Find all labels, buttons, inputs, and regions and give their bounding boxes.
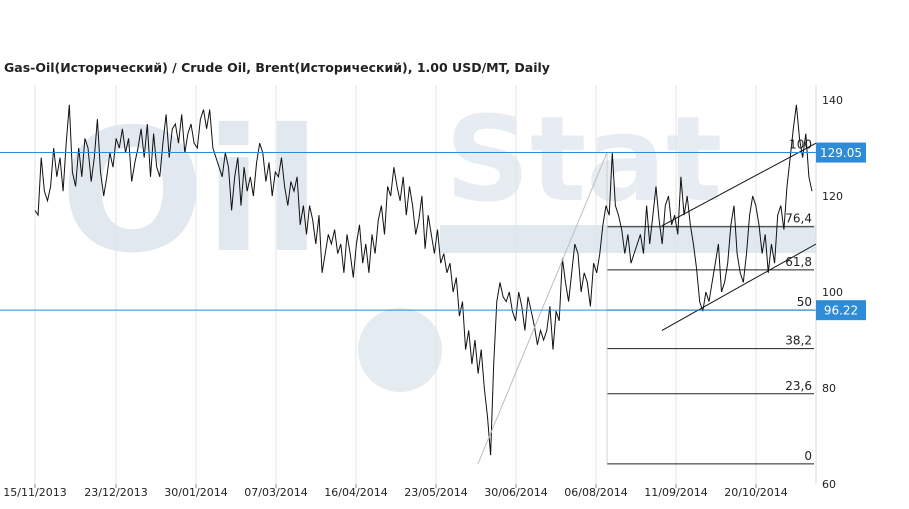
price-tag-1 xyxy=(816,300,866,321)
y-tick-label-1: 80 xyxy=(822,382,836,395)
x-axis: 15/11/2013 23/12/2013 30/01/2014 07/03/2014… xyxy=(3,484,788,499)
watermark-globe xyxy=(358,308,442,392)
fib-level-label-6: 0 xyxy=(804,449,812,463)
x-tick-label-8: 11/09/2014 xyxy=(644,486,707,499)
watermark-text-oil: Oil xyxy=(60,93,321,291)
price-series xyxy=(34,104,813,465)
x-tick-label-3: 07/03/2014 xyxy=(244,486,307,499)
price-tag-0 xyxy=(816,142,866,163)
fib-level-label-4: 38,2 xyxy=(785,334,812,348)
x-tick-label-2: 30/01/2014 xyxy=(164,486,227,499)
x-tick-label-1: 23/12/2013 xyxy=(84,486,147,499)
x-tick-label-7: 06/08/2014 xyxy=(564,486,627,499)
x-tick-label-9: 20/10/2014 xyxy=(724,486,787,499)
watermark: Oil Stat xyxy=(60,90,816,392)
y-tick-label-4: 140 xyxy=(822,94,843,107)
x-tick-label-6: 30/06/2014 xyxy=(484,486,547,499)
fib-level-label-2: 61,8 xyxy=(785,255,812,269)
y-axis: 60 80 100 120 140 xyxy=(822,94,843,491)
channel-lower-line xyxy=(661,243,817,331)
price-tag-label-0: 129.05 xyxy=(820,146,862,160)
fib-level-label-5: 23,6 xyxy=(785,379,812,393)
chart-title: Gas-Oil(Исторический) / Crude Oil, Brent… xyxy=(4,60,550,75)
watermark-text-stat: Stat xyxy=(445,90,722,228)
y-tick-label-2: 100 xyxy=(822,286,843,299)
x-tick-label-5: 23/05/2014 xyxy=(404,486,467,499)
fib-level-label-3: 50 xyxy=(797,295,812,309)
horizontal-levels: 129.05 96.22 xyxy=(0,142,866,321)
x-tick-label-4: 16/04/2014 xyxy=(324,486,387,499)
price-tag-label-1: 96.22 xyxy=(824,304,858,318)
price-line xyxy=(34,104,813,456)
y-tick-label-3: 120 xyxy=(822,190,843,203)
x-tick-label-0: 15/11/2013 xyxy=(3,486,66,499)
grid xyxy=(34,85,817,484)
y-tick-label-0: 60 xyxy=(822,478,836,491)
fib-swing-line xyxy=(477,152,608,465)
fib-level-label-1: 76,4 xyxy=(785,212,812,226)
